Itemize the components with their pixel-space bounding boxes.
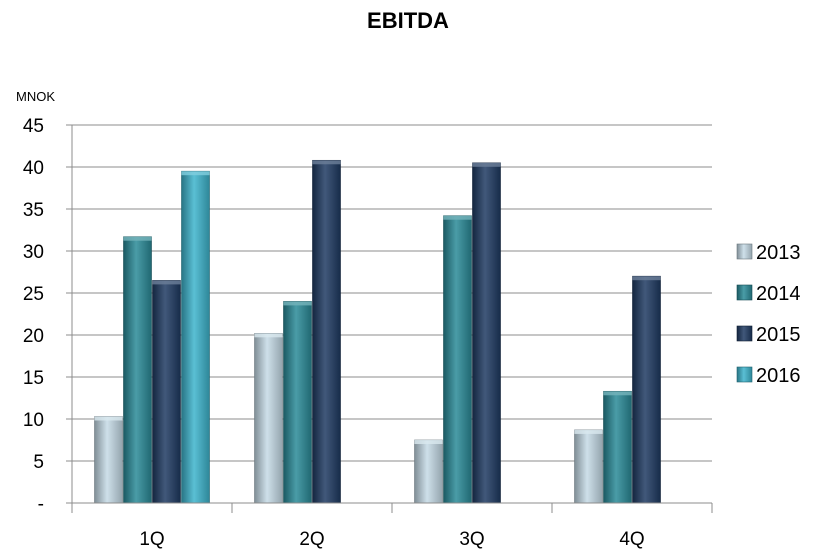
- bar-cap: [603, 391, 632, 396]
- y-tick-label: 20: [23, 326, 44, 347]
- y-tick-label: 35: [23, 200, 44, 221]
- bar-2015-2Q: [312, 159, 341, 504]
- x-tick-label: 4Q: [619, 529, 644, 550]
- legend: 2013 2014 2015 2016: [736, 242, 801, 387]
- legend-swatch-2015: [736, 325, 753, 342]
- y-tick-label: 30: [23, 242, 44, 263]
- bar-2015-1Q: [152, 280, 181, 504]
- legend-label-2015: 2015: [756, 324, 801, 346]
- x-tick-label: 3Q: [459, 529, 484, 550]
- bar-cap: [254, 333, 283, 338]
- bars: [94, 159, 661, 504]
- x-axis-ticks: 1Q 2Q 3Q 4Q: [71, 503, 713, 550]
- bar-2015-4Q: [632, 275, 661, 504]
- legend-label-2013: 2013: [756, 242, 801, 264]
- bar-2014-3Q: [443, 215, 472, 504]
- bar-cap: [574, 429, 603, 434]
- y-axis-unit-label: MNOK: [16, 89, 55, 104]
- bar-2013-1Q: [94, 416, 123, 504]
- bar-2015-3Q: [472, 162, 501, 504]
- x-tick-label: 2Q: [299, 529, 324, 550]
- y-tick-label: 45: [23, 116, 44, 137]
- legend-label-2014: 2014: [756, 283, 801, 305]
- bar-2013-4Q: [574, 429, 603, 504]
- bar-cap: [472, 162, 501, 167]
- y-tick-label: 15: [23, 368, 44, 389]
- bar-cap: [123, 236, 152, 241]
- y-tick-label: -: [38, 494, 44, 515]
- legend-label-2016: 2016: [756, 365, 801, 387]
- legend-swatch-2016: [736, 366, 753, 383]
- bar-cap: [152, 280, 181, 285]
- bar-2014-1Q: [123, 236, 152, 504]
- y-tick-label: 5: [33, 452, 44, 473]
- y-axis-ticks: - 5 10 15 20 25 30 35 40 45: [23, 116, 72, 515]
- chart-title: EBITDA: [367, 8, 449, 33]
- x-tick-label: 1Q: [139, 529, 164, 550]
- bar-2016-1Q: [181, 170, 210, 504]
- y-tick-label: 10: [23, 410, 44, 431]
- legend-swatch-2013: [736, 243, 753, 260]
- legend-swatch-2014: [736, 284, 753, 301]
- bar-cap: [443, 215, 472, 220]
- bar-2014-2Q: [283, 301, 312, 504]
- bar-cap: [94, 416, 123, 421]
- y-tick-label: 25: [23, 284, 44, 305]
- bar-cap: [414, 440, 443, 444]
- bar-2013-2Q: [254, 333, 283, 504]
- bar-cap: [312, 160, 341, 165]
- bar-cap: [632, 276, 661, 281]
- bar-cap: [181, 171, 210, 176]
- y-tick-label: 40: [23, 158, 44, 179]
- bar-2014-4Q: [603, 390, 632, 504]
- bar-2013-3Q: [414, 439, 443, 504]
- bar-cap: [283, 301, 312, 306]
